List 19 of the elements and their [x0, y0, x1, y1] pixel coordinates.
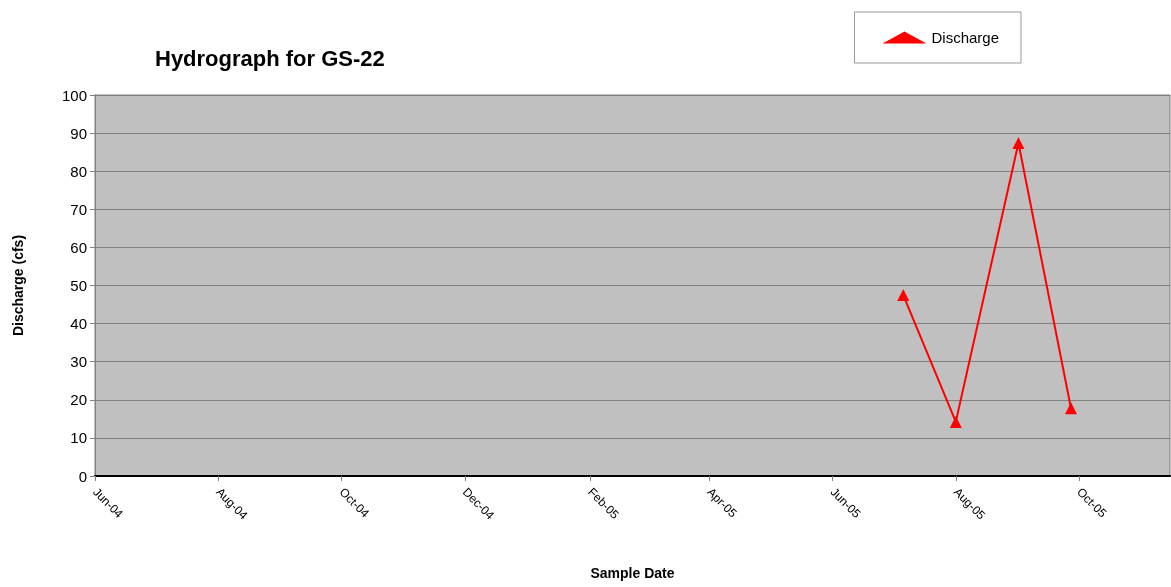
point [1012, 137, 1025, 150]
y-tick-label: 50 [70, 277, 87, 294]
y-tick-label: 70 [70, 200, 87, 218]
point [897, 289, 910, 302]
y-tick-label: 0 [78, 467, 87, 485]
y-tick-label: 80 [70, 162, 87, 180]
x-axis-title: Sample Date [590, 565, 675, 581]
y-axis-title: Discharge (cfs) [10, 234, 26, 337]
legend-label: Discharge [931, 29, 999, 46]
y-tick-label: 90 [70, 124, 87, 142]
y-tick-label: 20 [70, 391, 87, 409]
point [1064, 402, 1077, 415]
point [949, 415, 962, 428]
y-tick-label: 30 [70, 353, 87, 371]
y-tick-label: 40 [70, 315, 87, 333]
y-tick-label: 100 [61, 86, 87, 104]
y-tick-label: 60 [70, 238, 87, 256]
chart-title: Hydrograph for GS-22 [155, 45, 385, 71]
y-tick-label: 10 [70, 429, 87, 447]
